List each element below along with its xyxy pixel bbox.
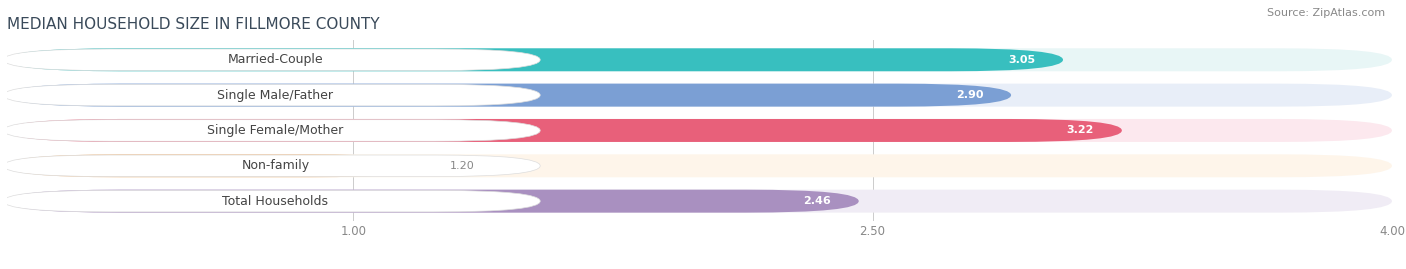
FancyBboxPatch shape xyxy=(7,48,1063,71)
Text: MEDIAN HOUSEHOLD SIZE IN FILLMORE COUNTY: MEDIAN HOUSEHOLD SIZE IN FILLMORE COUNTY xyxy=(7,17,380,32)
FancyBboxPatch shape xyxy=(7,190,859,213)
Text: Source: ZipAtlas.com: Source: ZipAtlas.com xyxy=(1267,8,1385,18)
Text: 3.05: 3.05 xyxy=(1008,55,1035,65)
FancyBboxPatch shape xyxy=(4,155,540,176)
Text: 1.20: 1.20 xyxy=(450,161,475,171)
FancyBboxPatch shape xyxy=(7,84,1011,107)
Text: 2.90: 2.90 xyxy=(956,90,983,100)
Text: Single Female/Mother: Single Female/Mother xyxy=(207,124,343,137)
FancyBboxPatch shape xyxy=(4,190,540,212)
FancyBboxPatch shape xyxy=(4,49,540,70)
FancyBboxPatch shape xyxy=(7,84,1392,107)
FancyBboxPatch shape xyxy=(7,154,1392,177)
FancyBboxPatch shape xyxy=(7,190,1392,213)
FancyBboxPatch shape xyxy=(4,84,540,106)
Text: 2.46: 2.46 xyxy=(803,196,831,206)
FancyBboxPatch shape xyxy=(7,119,1392,142)
Text: Married-Couple: Married-Couple xyxy=(228,53,323,66)
FancyBboxPatch shape xyxy=(7,154,422,177)
Text: 3.22: 3.22 xyxy=(1067,125,1094,136)
FancyBboxPatch shape xyxy=(4,120,540,141)
Text: Non-family: Non-family xyxy=(242,159,309,172)
FancyBboxPatch shape xyxy=(7,48,1392,71)
FancyBboxPatch shape xyxy=(7,119,1122,142)
Text: Single Male/Father: Single Male/Father xyxy=(218,89,333,102)
Text: Total Households: Total Households xyxy=(222,195,329,208)
